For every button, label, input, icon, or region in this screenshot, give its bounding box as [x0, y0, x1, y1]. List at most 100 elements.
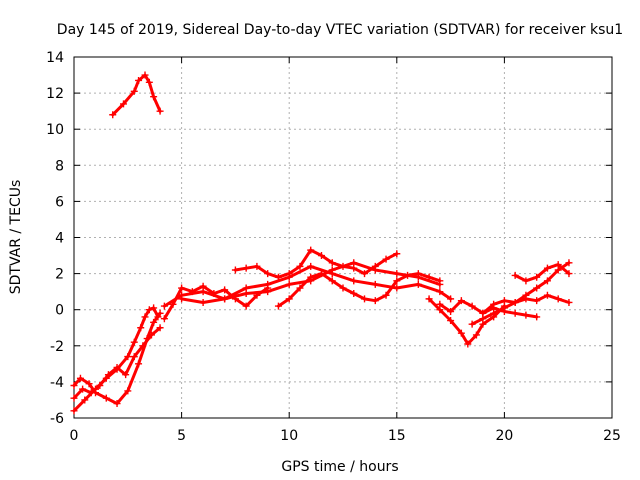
chart-title: Day 145 of 2019, Sidereal Day-to-day VTE… [57, 22, 623, 38]
data-point [307, 277, 315, 285]
data-point [160, 315, 168, 323]
data-point [178, 295, 186, 303]
data-point [221, 286, 229, 294]
data-point [296, 284, 304, 292]
series-line [72, 306, 160, 413]
series-arc-f [160, 282, 272, 323]
data-point [565, 259, 573, 267]
y-tick-label: 10 [46, 122, 64, 138]
data-point [81, 396, 89, 404]
data-point [393, 284, 401, 292]
data-point [393, 250, 401, 258]
data-point [141, 313, 149, 321]
data-point [264, 270, 272, 278]
data-point [447, 317, 455, 325]
data-point [350, 259, 358, 267]
data-point [361, 270, 369, 278]
series-arc-g [231, 246, 401, 281]
data-point [447, 295, 455, 303]
data-point [350, 289, 358, 297]
series-line [111, 73, 162, 117]
data-point [457, 297, 465, 305]
data-point [371, 266, 379, 274]
data-point [96, 382, 104, 390]
series-line [470, 261, 571, 326]
data-point [393, 277, 401, 285]
data-point [242, 264, 250, 272]
y-tick-label: 0 [55, 303, 64, 319]
data-point [533, 313, 541, 321]
data-point [522, 311, 530, 319]
data-point [382, 255, 390, 263]
data-point [188, 288, 196, 296]
data-point [296, 262, 304, 270]
data-point [221, 295, 229, 303]
data-point [147, 331, 155, 339]
data-point [490, 304, 498, 312]
y-axis-label: SDTVAR / TECUs [8, 180, 24, 295]
data-point [468, 302, 476, 310]
data-point [70, 382, 78, 390]
data-point [464, 340, 472, 348]
data-point [511, 309, 519, 317]
series-arc-m [479, 304, 541, 321]
data-point [500, 308, 508, 316]
series-line [162, 284, 270, 321]
data-point [414, 280, 422, 288]
data-point [169, 300, 177, 308]
series-arc-k [436, 291, 573, 317]
data-point [350, 277, 358, 285]
data-point [425, 295, 433, 303]
data-point [145, 78, 153, 86]
data-point [447, 308, 455, 316]
x-axis-label: GPS time / hours [281, 459, 398, 475]
data-point [328, 277, 336, 285]
y-tick-label: -6 [50, 411, 64, 427]
data-point [274, 302, 282, 310]
data-point [124, 387, 132, 395]
data-point [87, 389, 95, 397]
data-point [436, 300, 444, 308]
data-point [150, 304, 158, 312]
data-point [393, 270, 401, 278]
data-point [371, 297, 379, 305]
data-point [533, 297, 541, 305]
data-point [522, 291, 530, 299]
data-point [554, 261, 562, 269]
data-point [274, 273, 282, 281]
data-point [436, 288, 444, 296]
series-arc-b [70, 309, 164, 408]
data-point [361, 295, 369, 303]
data-point [543, 291, 551, 299]
data-point [371, 280, 379, 288]
x-tick-label: 0 [70, 428, 79, 444]
data-point [199, 282, 207, 290]
x-tick-label: 10 [280, 428, 298, 444]
data-point [135, 76, 143, 84]
data-point [285, 280, 293, 288]
data-point [479, 309, 487, 317]
data-point [109, 111, 117, 119]
data-point [533, 284, 541, 292]
y-tick-label: 4 [55, 231, 64, 247]
grid [74, 57, 612, 418]
y-tick-label: 14 [46, 50, 64, 66]
data-point [145, 306, 153, 314]
data-point [543, 264, 551, 272]
data-point [124, 353, 132, 361]
data-point [414, 273, 422, 281]
data-point [328, 259, 336, 267]
data-point [231, 266, 239, 274]
data-point [119, 100, 127, 108]
series-arc-c [70, 304, 162, 415]
x-tick-label: 5 [177, 428, 186, 444]
data-point [150, 318, 158, 326]
y-tick-label: 6 [55, 194, 64, 210]
data-point [113, 363, 121, 371]
series-arc-a [109, 71, 164, 119]
y-tick-label: 12 [46, 86, 64, 102]
data-point [285, 295, 293, 303]
y-axis: -6 -4 -2 0 2 4 6 8 10 12 14 [46, 50, 612, 427]
x-axis: 0 5 10 15 20 25 [70, 57, 621, 444]
